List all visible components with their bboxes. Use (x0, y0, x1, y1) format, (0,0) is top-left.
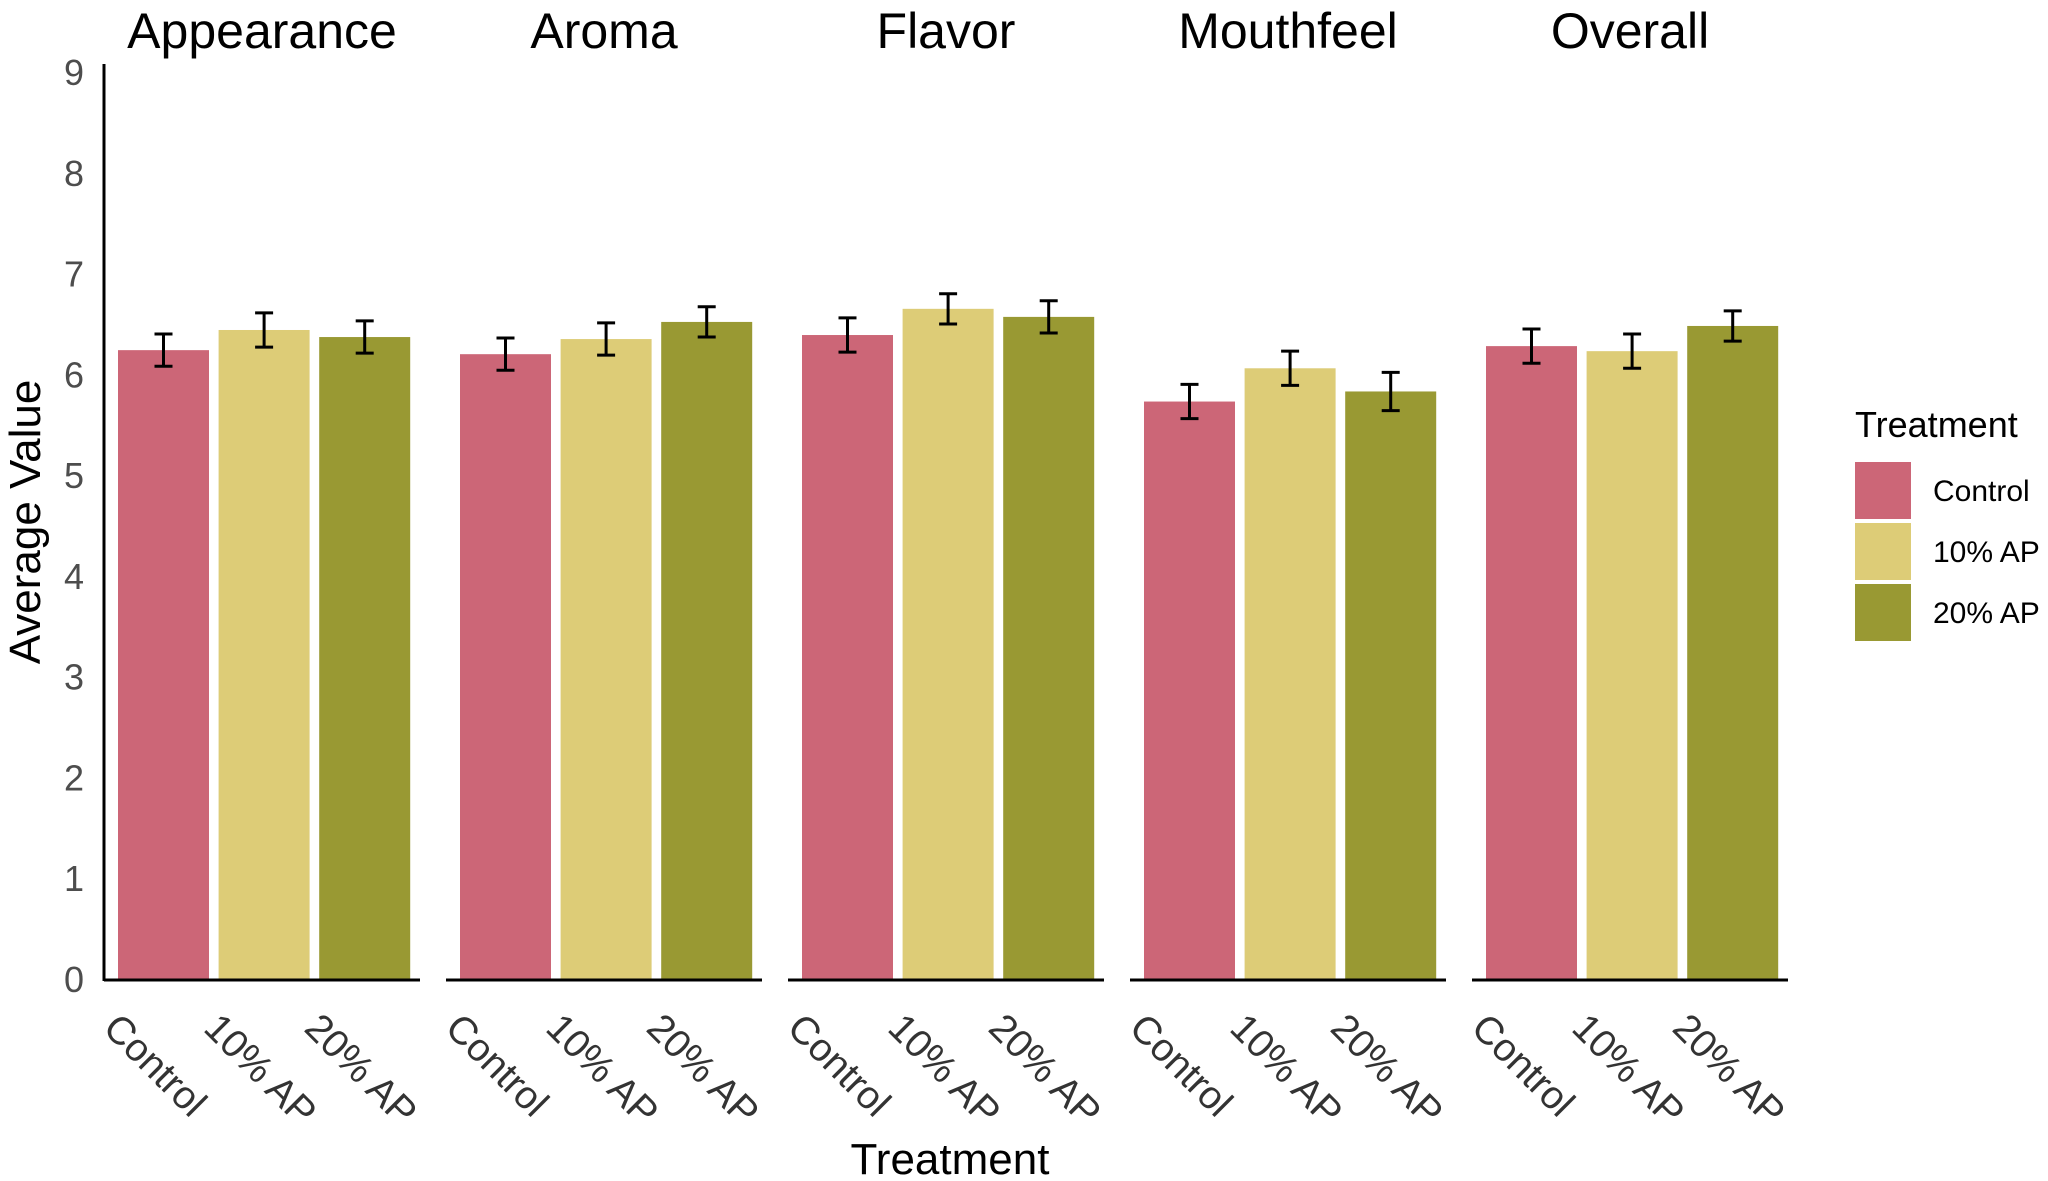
bar (1003, 316, 1095, 979)
y-tick-label: 9 (64, 52, 84, 93)
bar (1345, 391, 1437, 979)
legend: Treatment Control 10% AP 20% AP (1855, 404, 2040, 641)
x-tick-label: 20% AP (1322, 1006, 1451, 1135)
x-tick-label: 20% AP (1664, 1006, 1793, 1135)
legend-title: Treatment (1855, 404, 2018, 445)
bar (319, 337, 411, 980)
x-tick-label: 20% AP (638, 1006, 767, 1135)
facet-title: Appearance (127, 3, 397, 59)
error-bar (697, 305, 716, 339)
y-tick-label: 7 (64, 254, 84, 295)
x-tick-label: 20% AP (296, 1006, 425, 1135)
legend-item: 20% AP (1855, 584, 2040, 641)
x-tick-label: 10% AP (196, 1006, 325, 1135)
error-bar (1180, 382, 1199, 421)
bar (118, 350, 209, 979)
legend-label: Control (1933, 475, 2030, 508)
y-tick-label: 1 (64, 858, 84, 899)
error-bar (1623, 332, 1642, 370)
error-bar (838, 316, 857, 354)
bar (802, 335, 893, 979)
facet-title: Overall (1551, 3, 1709, 59)
y-tick-label: 2 (64, 757, 84, 798)
legend-key (1855, 462, 1911, 519)
error-bar (939, 292, 958, 326)
bar (902, 308, 994, 980)
legend-label: 20% AP (1933, 597, 2040, 630)
error-bar (496, 336, 515, 372)
y-tick-label: 8 (64, 153, 84, 194)
error-bar (1381, 370, 1400, 413)
bar (1144, 401, 1235, 979)
error-bar (1723, 309, 1742, 343)
facet-title: Flavor (877, 3, 1016, 59)
x-tick-label: 10% AP (1564, 1006, 1693, 1135)
y-tick-label: 3 (64, 657, 84, 698)
y-tick-label: 5 (64, 455, 84, 496)
bar (1486, 346, 1577, 979)
x-tick-label: 20% AP (980, 1006, 1109, 1135)
x-tick-label: Control (1121, 1006, 1240, 1125)
error-bar (1281, 349, 1300, 387)
error-bar (154, 332, 173, 368)
bar (560, 339, 652, 979)
bar (1687, 325, 1779, 980)
bar (1586, 351, 1678, 980)
error-bar (1039, 299, 1058, 335)
x-tick-label: Control (437, 1006, 556, 1125)
bar (1244, 368, 1336, 980)
bar (218, 329, 310, 980)
y-tick-label: 6 (64, 354, 84, 395)
bar (661, 321, 753, 979)
legend-item: Control (1855, 462, 2030, 519)
legend-key (1855, 584, 1911, 641)
y-tick-label: 0 (64, 959, 84, 1000)
x-tick-label: 10% AP (880, 1006, 1009, 1135)
legend-label: 10% AP (1933, 536, 2040, 569)
error-bar (355, 319, 374, 355)
bar (460, 354, 551, 980)
y-tick-label: 4 (64, 556, 84, 597)
y-axis-title: Average Value (1, 380, 50, 665)
error-bar (597, 321, 616, 357)
x-tick-label: 10% AP (1222, 1006, 1351, 1135)
y-axis: 0 1 2 3 4 5 6 7 8 9 (64, 52, 106, 1000)
x-tick-label: Control (1463, 1006, 1582, 1125)
error-bar (1522, 327, 1541, 365)
legend-item: 10% AP (1855, 523, 2040, 580)
legend-key (1855, 523, 1911, 580)
x-axis-title: Treatment (851, 1135, 1050, 1181)
facet-title: Mouthfeel (1178, 3, 1398, 59)
x-tick-label: 10% AP (538, 1006, 667, 1135)
facet-title: Aroma (530, 3, 677, 59)
x-tick-label: Control (95, 1006, 214, 1125)
error-bar (255, 311, 274, 349)
x-tick-label: Control (779, 1006, 898, 1125)
